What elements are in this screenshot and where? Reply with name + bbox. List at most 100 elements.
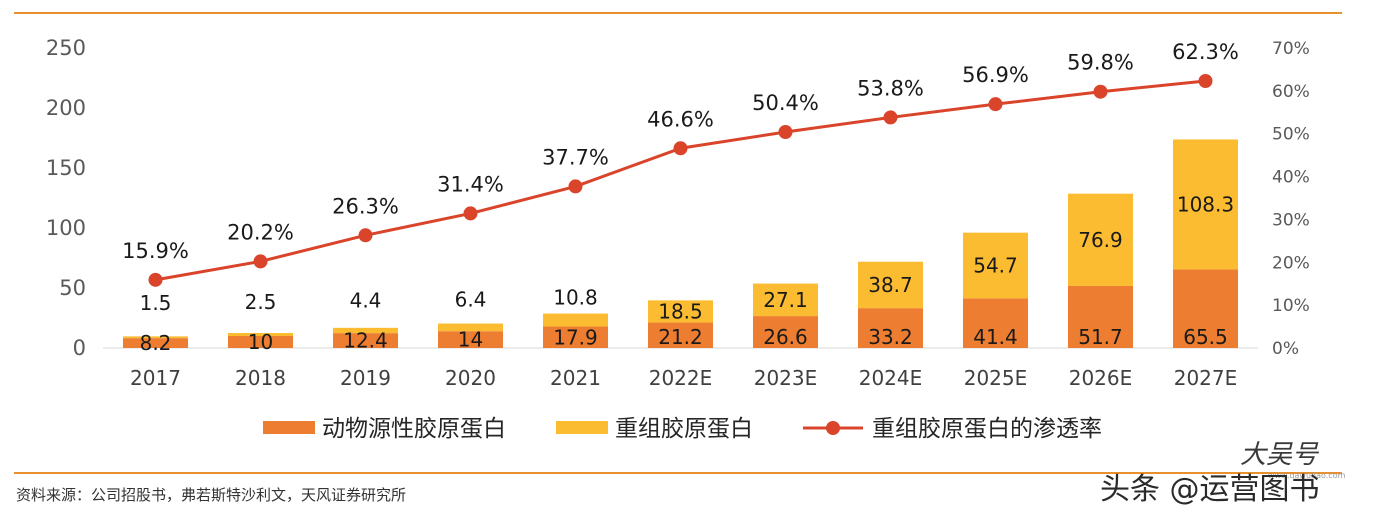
bar-animal-collagen [1068, 285, 1133, 348]
left-y-tick-label: 100 [46, 216, 86, 240]
bar-recombinant-collagen [543, 313, 608, 327]
penetration-label: 15.9% [122, 239, 189, 263]
legend-label-recombinant: 重组胶原蛋白 [615, 416, 753, 442]
right-y-tick-label: 40% [1272, 168, 1310, 188]
legend-swatch-penetration-marker [826, 421, 840, 435]
x-tick-label: 2027E [1174, 366, 1238, 390]
bar-label-animal: 8.2 [140, 331, 172, 355]
right-y-tick-label: 50% [1272, 125, 1310, 145]
penetration-point [883, 110, 898, 125]
bar-label-animal: 41.4 [973, 325, 1018, 349]
bar-animal-collagen [1173, 269, 1238, 348]
legend: 动物源性胶原蛋白 重组胶原蛋白 重组胶原蛋白的渗透率 [263, 416, 1102, 442]
right-y-tick-label: 30% [1272, 210, 1310, 230]
x-tick-label: 2019 [340, 366, 391, 390]
bar-animal-collagen [123, 338, 188, 348]
penetration-label: 46.6% [647, 107, 714, 131]
left-y-tick-label: 250 [46, 36, 86, 60]
bar-animal-collagen [753, 316, 818, 348]
bar-recombinant-collagen [753, 283, 818, 317]
penetration-label: 26.3% [332, 194, 399, 218]
x-tick-label: 2026E [1069, 366, 1133, 390]
bar-recombinant-collagen [333, 327, 398, 334]
bar-label-recombinant: 38.7 [868, 273, 913, 297]
penetration-point [673, 141, 688, 156]
penetration-point [148, 272, 163, 287]
penetration-point [988, 97, 1003, 112]
bar-label-animal: 65.5 [1183, 325, 1228, 349]
x-tick-label: 2022E [649, 366, 713, 390]
penetration-label: 56.9% [962, 63, 1029, 87]
penetration-point [568, 179, 583, 194]
right-y-tick-label: 60% [1272, 82, 1310, 102]
bar-recombinant-collagen [123, 336, 188, 339]
bar-label-animal: 51.7 [1078, 325, 1123, 349]
bar-animal-collagen [858, 308, 923, 348]
left-y-tick-label: 200 [46, 96, 86, 120]
penetration-point [253, 254, 268, 269]
watermark-main-text: 头条 @运营图书 [1100, 472, 1320, 507]
bar-animal-collagen [963, 298, 1028, 348]
line-series: 15.9% 20.2% 26.3% 31.4% 37.7% 46.6% 50.4% 53.8%… [122, 40, 1239, 287]
penetration-label: 31.4% [437, 172, 504, 196]
x-tick-label: 2025E [964, 366, 1028, 390]
penetration-label: 59.8% [1067, 51, 1134, 75]
penetration-label: 37.7% [542, 145, 609, 169]
bar-recombinant-collagen [228, 333, 293, 336]
bar-animal-collagen [648, 322, 713, 348]
right-y-tick-label: 0% [1272, 339, 1299, 359]
bar-recombinant-collagen [963, 232, 1028, 299]
right-y-tick-label: 20% [1272, 253, 1310, 273]
legend-label-penetration: 重组胶原蛋白的渗透率 [872, 416, 1102, 442]
penetration-point [358, 228, 373, 243]
legend-swatch-animal [263, 421, 315, 434]
penetration-label: 50.4% [752, 91, 819, 115]
bar-label-animal: 12.4 [343, 329, 388, 353]
bar-recombinant-collagen [858, 261, 923, 309]
bar-label-recombinant: 4.4 [350, 289, 382, 313]
left-y-axis: 0 50 100 150 200 250 [46, 36, 86, 360]
bar-animal-collagen [438, 331, 503, 348]
x-tick-label: 2017 [130, 366, 181, 390]
x-tick-label: 2020 [445, 366, 496, 390]
bar-label-animal: 10 [248, 330, 273, 354]
watermark-corner-text: 大吴号 [1240, 440, 1320, 470]
bar-label-recombinant: 27.1 [763, 288, 808, 312]
source-note: 资料来源：公司招股书，弗若斯特沙利文，天风证券研究所 [16, 486, 406, 504]
x-tick-label: 2024E [859, 366, 923, 390]
bar-label-recombinant: 1.5 [140, 291, 172, 315]
penetration-point [1093, 84, 1108, 99]
bar-animal-collagen [228, 336, 293, 348]
x-axis: 2017 2018 2019 2020 2021 2022E 2023E 2024E 2025E… [130, 366, 1237, 390]
bar-recombinant-collagen [648, 300, 713, 323]
x-tick-label: 2018 [235, 366, 286, 390]
watermark: 大吴号 www.dawuhao.com 头条 @运营图书 [1100, 440, 1346, 507]
bar-label-recombinant: 6.4 [455, 288, 487, 312]
bar-label-animal: 33.2 [868, 325, 913, 349]
bar-label-recombinant: 108.3 [1177, 192, 1234, 216]
bar-animal-collagen [333, 333, 398, 348]
penetration-label: 53.8% [857, 76, 924, 100]
left-y-tick-label: 50 [59, 276, 86, 300]
bar-series: 1.5 8.2 2.5 10 4.4 12.4 6.4 14 10.8 17.9 18.521.2 2… [123, 139, 1238, 355]
bar-label-recombinant: 76.9 [1078, 228, 1123, 252]
penetration-label: 62.3% [1172, 40, 1239, 64]
bar-animal-collagen [543, 326, 608, 348]
bar-label-recombinant: 54.7 [973, 254, 1018, 278]
penetration-point [778, 125, 793, 139]
bar-label-recombinant: 18.5 [658, 299, 703, 323]
legend-label-animal: 动物源性胶原蛋白 [322, 416, 506, 442]
bar-recombinant-collagen [1173, 139, 1238, 270]
bar-label-animal: 21.2 [658, 325, 703, 349]
bar-recombinant-collagen [438, 323, 503, 332]
right-y-tick-label: 70% [1272, 39, 1310, 59]
left-y-tick-label: 150 [46, 156, 86, 180]
left-y-tick-label: 0 [73, 336, 86, 360]
bar-label-recombinant: 2.5 [245, 290, 277, 314]
penetration-point [1198, 74, 1213, 88]
watermark-url-text: www.dawuhao.com [1268, 471, 1346, 480]
x-tick-label: 2023E [754, 366, 818, 390]
bar-label-animal: 26.6 [763, 325, 808, 349]
right-y-axis: 0% 10% 20% 30% 40% 50% 60% 70% [1272, 39, 1310, 359]
